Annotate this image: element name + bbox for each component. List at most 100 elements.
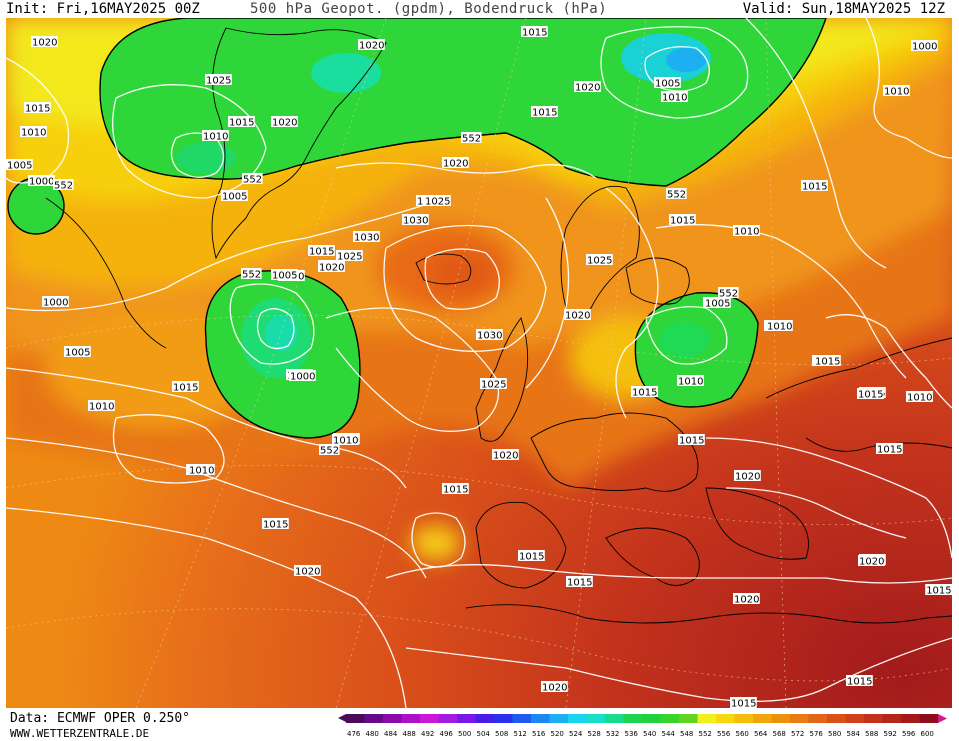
scale-swatch bbox=[864, 714, 883, 723]
scale-swatch bbox=[568, 714, 587, 723]
scale-tick-label: 516 bbox=[532, 730, 546, 738]
scale-min-arrow bbox=[338, 714, 346, 722]
isobar-label: 1020 bbox=[734, 595, 759, 606]
scale-swatch bbox=[438, 714, 458, 723]
isobar-label: 1000 bbox=[29, 177, 54, 188]
scale-swatch bbox=[845, 714, 865, 723]
isobar-label: 1015 bbox=[263, 520, 288, 531]
scale-swatch bbox=[605, 714, 624, 723]
isobar-label-bg bbox=[814, 355, 841, 366]
isobar-label: 1005 bbox=[705, 299, 730, 310]
isobar-label: 1015 bbox=[532, 108, 557, 119]
isobar-label-bg bbox=[28, 175, 55, 186]
header-bar: Init: Fri,16MAY2025 00Z 500 hPa Geopot. … bbox=[0, 0, 959, 18]
scale-tick-label: 492 bbox=[421, 730, 434, 738]
scale-swatch bbox=[420, 714, 439, 723]
scale-swatch bbox=[808, 714, 828, 723]
scale-swatch bbox=[512, 714, 532, 723]
isobar-label: 1020 bbox=[493, 451, 518, 462]
scale-tick-label: 576 bbox=[810, 730, 824, 738]
isobar-label: 1025 bbox=[206, 76, 231, 87]
valid-time: Valid: Sun,18MAY2025 12Z bbox=[742, 1, 945, 17]
geopotential-field bbox=[6, 18, 952, 708]
isobar-label-bg bbox=[294, 565, 321, 576]
isobar-label: 1015 bbox=[877, 445, 902, 456]
init-time: Init: Fri,16MAY2025 00Z bbox=[6, 1, 200, 17]
isobar-label-bg bbox=[480, 378, 507, 389]
scale-swatch bbox=[697, 714, 717, 723]
scale-tick-label: 552 bbox=[699, 730, 712, 738]
contour-552-label: 552 bbox=[242, 270, 261, 281]
isobar-label: 1025 bbox=[481, 380, 506, 391]
contour-552-label-bg bbox=[718, 287, 739, 298]
scale-swatch bbox=[475, 714, 495, 723]
isobar-label-bg bbox=[262, 518, 289, 529]
scale-tick-label: 520 bbox=[551, 730, 564, 738]
scale-tick-label: 548 bbox=[680, 730, 693, 738]
isobar-label-bg bbox=[883, 85, 910, 96]
isobar-label-bg bbox=[801, 180, 828, 191]
scale-swatch bbox=[531, 714, 550, 723]
isobar-label: 1025 bbox=[337, 252, 362, 263]
scale-tick-label: 484 bbox=[384, 730, 398, 738]
isobar-label-bg bbox=[574, 81, 601, 92]
isobar-label: 1005 bbox=[272, 271, 297, 282]
contour-552-label: 552 bbox=[667, 190, 686, 201]
isobar-label: 1020 bbox=[859, 557, 884, 568]
isobar-label-bg bbox=[654, 77, 681, 88]
isobar-label-bg bbox=[677, 375, 704, 386]
isobar-label-bg bbox=[20, 126, 47, 137]
contour-552-label: 552 bbox=[462, 134, 481, 145]
isobar-label: 1020 bbox=[319, 263, 344, 274]
isobar-label-bg bbox=[336, 250, 363, 261]
coastlines bbox=[45, 27, 952, 624]
isobar-label: 1005 bbox=[65, 348, 90, 359]
isobar-label-bg bbox=[271, 116, 298, 127]
isobar-label: 1020 bbox=[565, 311, 590, 322]
scale-swatch bbox=[586, 714, 606, 723]
scale-tick-label: 600 bbox=[921, 730, 934, 738]
weather-map: 1020 1020 1015 1000 1005 1010 1015 1025 1015 1010… bbox=[6, 18, 952, 708]
contour-552-label-bg bbox=[666, 188, 687, 199]
isobar-label: 1005 bbox=[7, 161, 32, 172]
isobar-label-bg bbox=[704, 297, 731, 308]
color-scale-legend: 476 480 484 488 492 496 500 504 508 512 516 520 524 5… bbox=[338, 714, 947, 738]
scale-tick-label: 488 bbox=[403, 730, 416, 738]
isobar-label-bg bbox=[733, 225, 760, 236]
scale-swatch bbox=[771, 714, 791, 723]
isobar-label: 1015 bbox=[926, 586, 951, 597]
isobar-label-bg bbox=[566, 576, 593, 587]
isobar-label-bg bbox=[906, 391, 933, 402]
scale-swatch bbox=[549, 714, 569, 723]
isobar-label: 1015 bbox=[632, 388, 657, 399]
scale-tick-label: 564 bbox=[754, 730, 768, 738]
contour-552-label-bg bbox=[53, 179, 74, 190]
isobar-label-bg bbox=[442, 483, 469, 494]
isobar-label: 1010 bbox=[21, 128, 46, 139]
scale-tick-label: 532 bbox=[606, 730, 619, 738]
isobar-label-bg bbox=[271, 269, 298, 280]
isobar-label: 1030 bbox=[403, 216, 428, 227]
scale-swatch bbox=[734, 714, 754, 723]
scale-swatch bbox=[901, 714, 920, 723]
scale-tick-label: 536 bbox=[625, 730, 639, 738]
isobar-label: 1025 bbox=[587, 256, 612, 267]
isobar-label: 1015 bbox=[25, 104, 50, 115]
isobar-label-bg bbox=[876, 443, 903, 454]
isobar-label: 1005 bbox=[655, 79, 680, 90]
isobar-label-bg bbox=[586, 254, 613, 265]
scale-tick-label: 544 bbox=[662, 730, 676, 738]
isobar-label: 1015 bbox=[679, 436, 704, 447]
isobar-label: 1010 bbox=[203, 132, 228, 143]
footer-bar: Data: ECMWF OPER 0.250° WWW.WETTERZENTRA… bbox=[0, 708, 959, 741]
isobar-label: 1020 bbox=[443, 159, 468, 170]
scale-swatch bbox=[401, 714, 421, 723]
isobar-label-bg bbox=[734, 470, 761, 481]
scale-swatch bbox=[716, 714, 735, 723]
isobar-label: 1030 bbox=[354, 233, 379, 244]
isobar-label: 1010 bbox=[884, 87, 909, 98]
isobar-label-bg bbox=[188, 464, 215, 475]
isobar-label: 1015 bbox=[731, 699, 756, 709]
contour-552-label: 552 bbox=[320, 446, 339, 457]
isobar-label: 1015 bbox=[519, 552, 544, 563]
